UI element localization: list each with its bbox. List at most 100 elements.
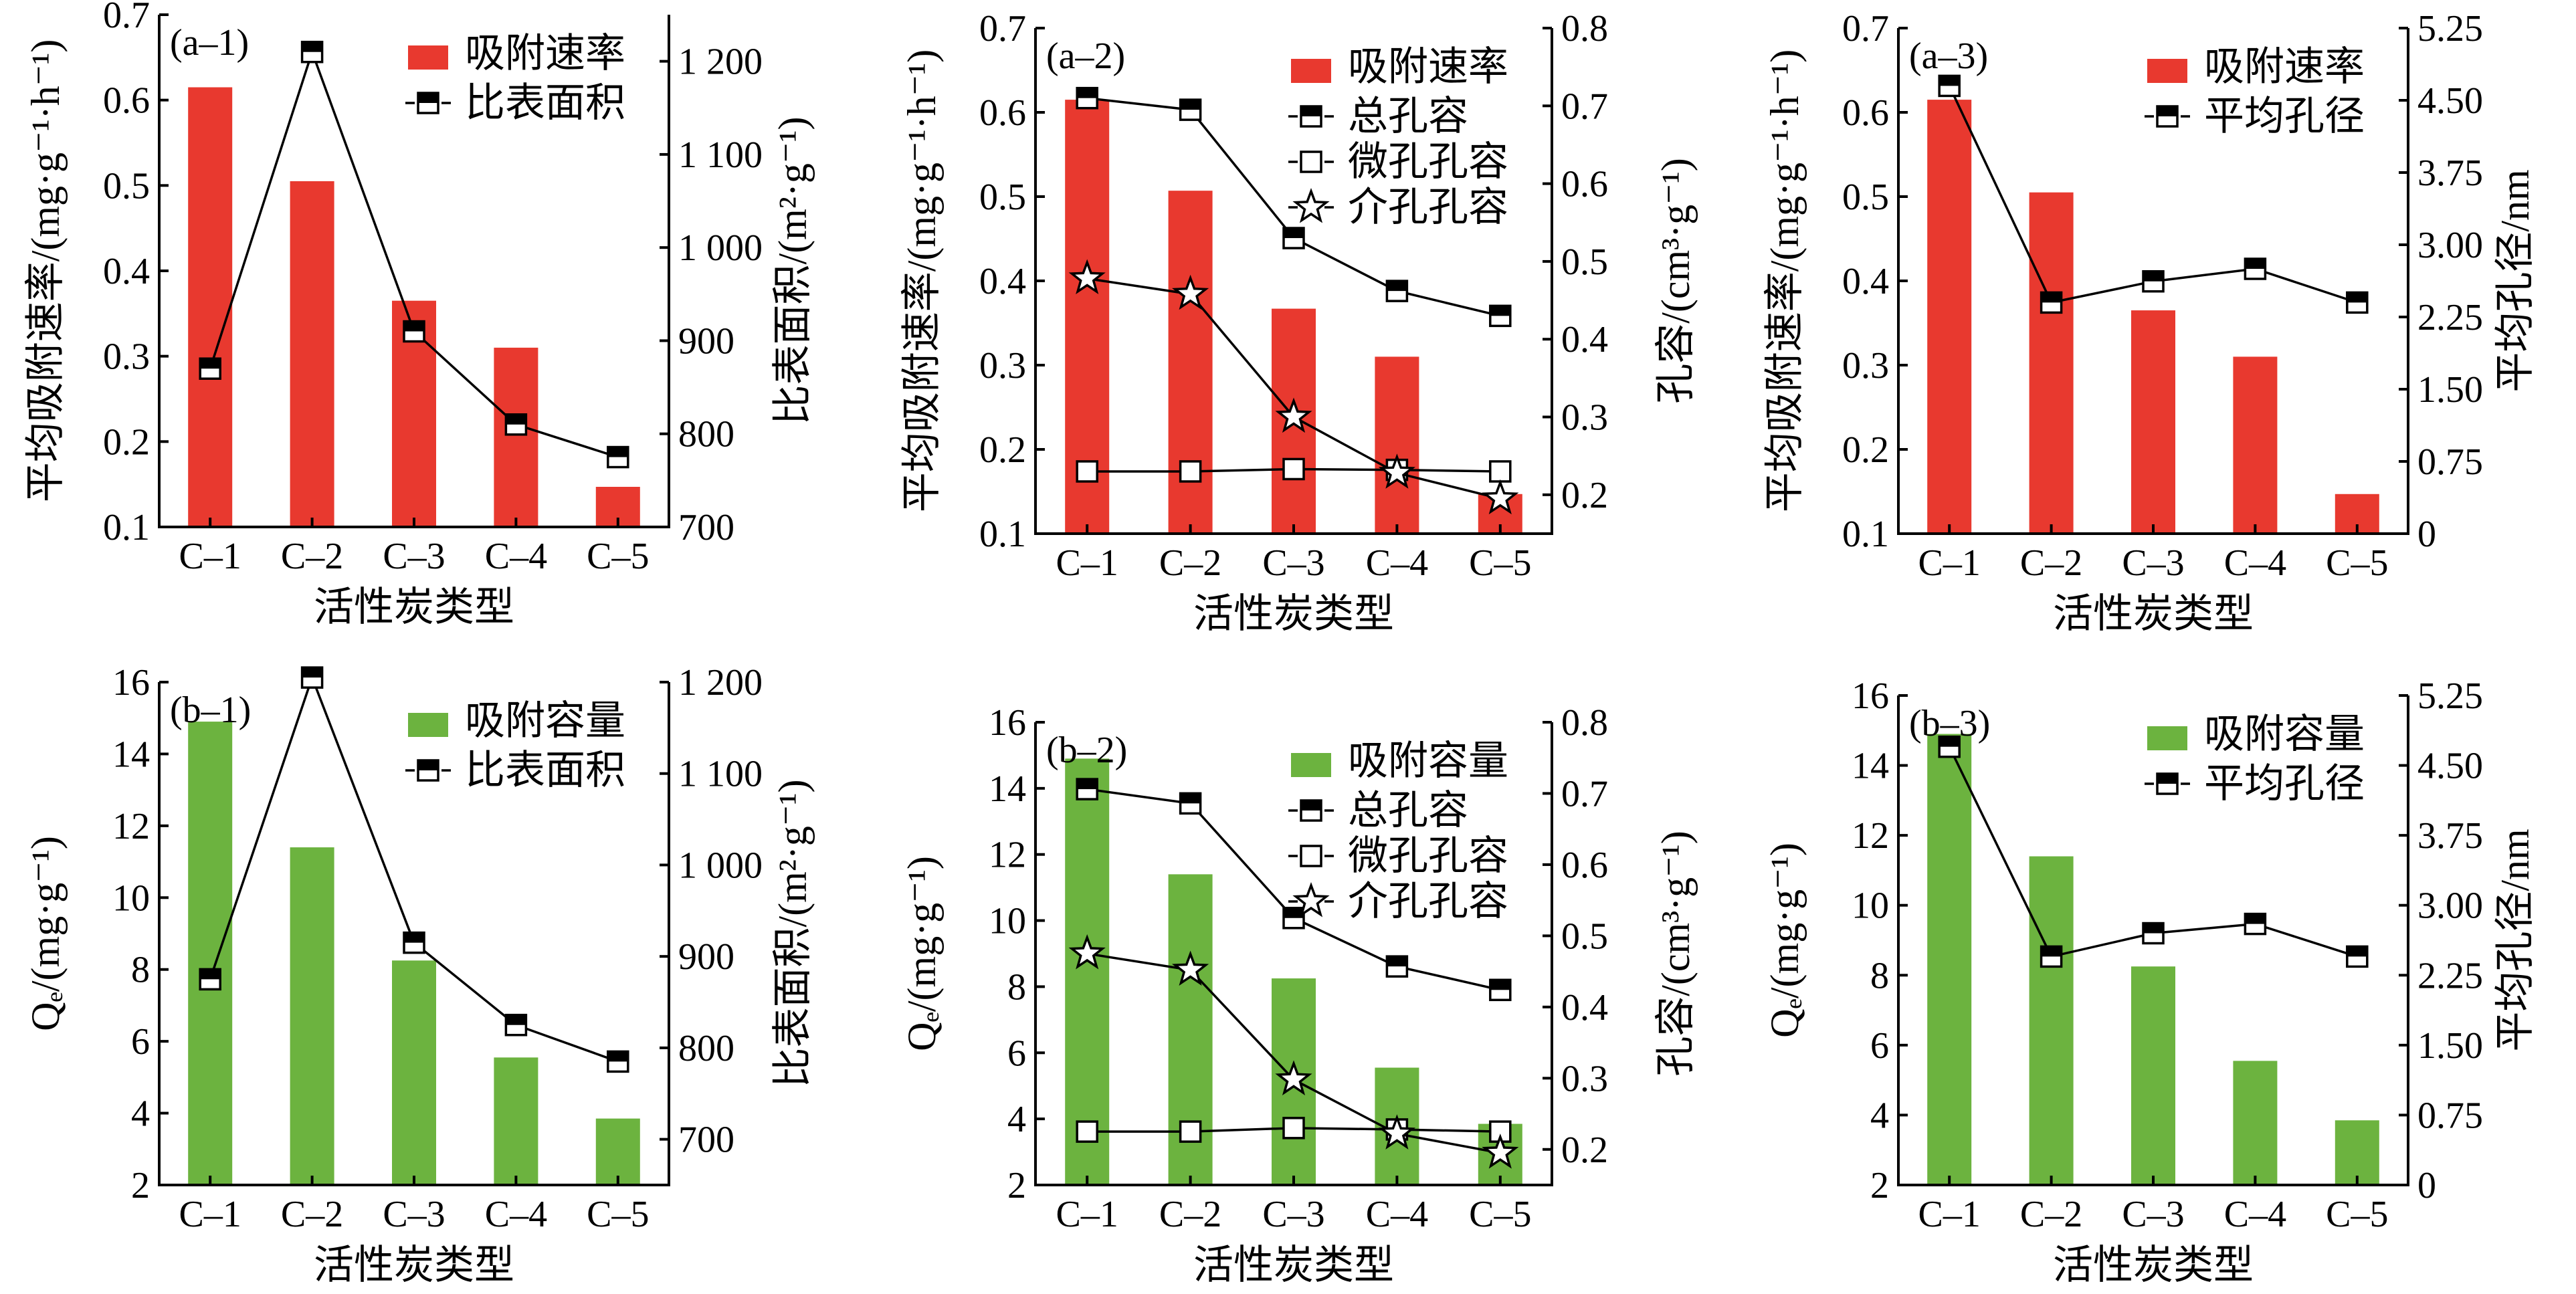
- point-微孔孔容-C–3: [1282, 1117, 1305, 1140]
- point-比表面积-C–5: [607, 445, 629, 469]
- point-微孔孔容-C–3: [1282, 457, 1305, 481]
- y2-tick-label: 0: [2417, 514, 2436, 555]
- y2-tick-label: 700: [678, 507, 734, 548]
- legend-marker-half-square: [417, 92, 439, 114]
- legend-entry-label: 比表面积: [465, 81, 625, 125]
- y2-tick-label: 0.4: [1561, 319, 1608, 360]
- bar-C–3: [2131, 966, 2175, 1185]
- point-平均孔径-C–3: [2142, 269, 2165, 293]
- y-tick-label: 16: [112, 662, 150, 704]
- point-平均孔径-C–4: [2244, 912, 2267, 936]
- y-tick-label: 0.7: [979, 8, 1026, 49]
- point-平均孔径-C–3: [2142, 922, 2165, 945]
- x-tick-label: C–4: [485, 536, 547, 577]
- bar-C–2: [290, 181, 334, 527]
- x-tick-label: C–3: [1262, 1194, 1324, 1235]
- y2-tick-label: 700: [678, 1119, 734, 1161]
- y-tick-label: 6: [131, 1021, 150, 1063]
- bar-C–4: [1375, 356, 1419, 534]
- y2-tick-label: 1 000: [678, 845, 763, 886]
- y2-tick-label: 5.25: [2417, 8, 2483, 49]
- point-总孔容-C–3: [1282, 227, 1305, 249]
- x-tick-label: C–2: [1159, 1194, 1221, 1235]
- y2-tick-label: 0.5: [1561, 241, 1608, 283]
- point-平均孔径-C–1: [1938, 74, 1961, 98]
- y2-tick-label: 1 200: [678, 41, 763, 83]
- legend-entry-label: 吸附速率: [465, 31, 625, 76]
- point-比表面积-C–3: [403, 320, 425, 343]
- x-tick-label: C–4: [1366, 542, 1428, 584]
- point-总孔容-C–1: [1076, 778, 1098, 800]
- y-tick-label: 0.6: [1842, 92, 1889, 134]
- y2-tick-label: 1.50: [2417, 369, 2483, 411]
- y2-tick-label: 900: [678, 320, 734, 362]
- y-tick-label: 0.2: [103, 421, 150, 463]
- chart-panel-2: 0.1 0.2 0.3 0.4 0.5 0.6 0.7 0.2 0.3 0.4 0.5 0.6 0.7 0…: [900, 8, 1698, 636]
- bar-C–3: [392, 960, 436, 1185]
- bar-C–4: [494, 347, 538, 527]
- y-tick-label: 6: [1870, 1025, 1889, 1067]
- y2-tick-label: 2.25: [2417, 297, 2483, 338]
- legend-bar-swatch: [408, 713, 448, 737]
- y2-tick-label: 4.50: [2417, 746, 2483, 787]
- legend-bar-swatch: [1291, 59, 1331, 83]
- legend-marker-open-square: [1300, 150, 1322, 173]
- y-tick-label: 4: [131, 1093, 150, 1135]
- x-tick-label: C–2: [281, 536, 343, 577]
- y2-tick-label: 0.8: [1561, 702, 1608, 744]
- y-tick-label: 0.6: [979, 92, 1026, 134]
- y2-tick-label: 800: [678, 414, 734, 455]
- legend-entry-label: 比表面积: [465, 748, 625, 792]
- legend-entry-label: 微孔孔容: [1348, 140, 1508, 184]
- y-axis-title: 平均吸附速率/(mg·g⁻¹·h⁻¹): [1763, 49, 1807, 513]
- y2-tick-label: 1 200: [678, 662, 763, 704]
- y-tick-label: 16: [1852, 675, 1889, 717]
- legend-entry-label: 吸附容量: [465, 699, 625, 743]
- chart-panel-3: 0.1 0.2 0.3 0.4 0.5 0.6 0.7 0 0.75 1.50 2.25 3.00 3.…: [1763, 8, 2537, 636]
- bar-C–1: [1927, 100, 1972, 534]
- legend-entry-label: 总孔容: [1348, 94, 1468, 138]
- legend-entry-label: 平均孔径: [2204, 762, 2365, 806]
- point-微孔孔容-C–2: [1179, 1120, 1202, 1143]
- panel-label: (b–2): [1046, 730, 1127, 771]
- legend-marker-star: [1292, 881, 1330, 918]
- y-tick-label: 0.1: [979, 514, 1026, 555]
- y-tick-label: 2: [131, 1165, 150, 1206]
- y-tick-label: 0.1: [1842, 514, 1889, 555]
- legend-bar-swatch: [2147, 726, 2187, 750]
- y-tick-label: 8: [131, 950, 150, 991]
- point-总孔容-C–5: [1489, 978, 1512, 1002]
- point-介孔孔容-C–1: [1068, 259, 1106, 294]
- x-tick-label: C–1: [1056, 542, 1118, 584]
- x-tick-label: C–2: [1159, 542, 1221, 584]
- point-比表面积-C–1: [199, 357, 221, 380]
- legend-marker-half-square: [2156, 772, 2179, 795]
- legend-bar-swatch: [1291, 753, 1331, 777]
- chart-panel-4: 2 4 6 8 10 12 14 16 700 800 900 1 000 1 100 1 200 C–1 C…: [23, 662, 815, 1287]
- y-tick-label: 10: [112, 877, 150, 919]
- bar-C–3: [2131, 310, 2175, 534]
- y-axis-title: Qₑ/(mg·g⁻¹): [900, 856, 944, 1051]
- y2-axis-title: 孔容/(cm³·g⁻¹): [1654, 831, 1698, 1077]
- y2-tick-label: 3.75: [2417, 152, 2483, 194]
- bar-C–5: [595, 1118, 640, 1185]
- legend-marker-half-square: [2156, 105, 2179, 128]
- y2-tick-label: 800: [678, 1028, 734, 1069]
- x-tick-label: C–3: [383, 1194, 445, 1235]
- bar-C–4: [2233, 356, 2278, 534]
- x-tick-label: C–5: [2326, 1194, 2388, 1235]
- x-tick-label: C–3: [1262, 542, 1324, 584]
- y2-tick-label: 0.3: [1561, 397, 1608, 439]
- point-介孔孔容-C–3: [1275, 1060, 1312, 1096]
- y-axis-title: Qₑ/(mg·g⁻¹): [23, 836, 68, 1031]
- point-平均孔径-C–4: [2244, 257, 2267, 280]
- y-tick-label: 0.5: [979, 177, 1026, 218]
- x-axis-title: 活性炭类型: [1193, 1243, 1394, 1287]
- chart-panel-5: 2 4 6 8 10 12 14 16 0.2 0.3 0.4 0.5 0.6 0.7 0.8 C–1 C–2 C…: [900, 702, 1698, 1287]
- y2-tick-label: 0: [2417, 1165, 2436, 1206]
- y2-axis-title: 平均孔径/nm: [2493, 829, 2537, 1051]
- y2-tick-label: 4.50: [2417, 80, 2483, 122]
